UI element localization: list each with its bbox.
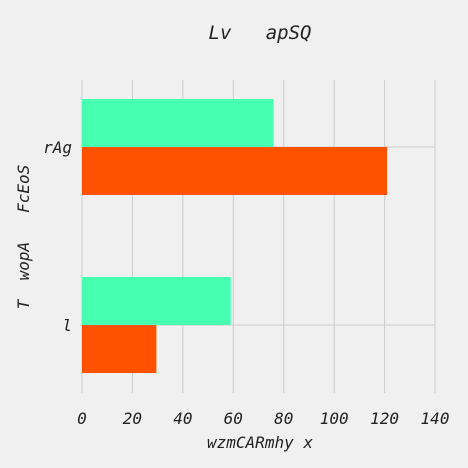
- tick-labels: 0 20 40 60 80 100 120 140 rAg l: [43, 138, 449, 428]
- y-axis-label: T wopA FcEoS: [14, 165, 33, 310]
- x-axis-label: wzmCARmhy x: [207, 433, 313, 452]
- x-tick-label: 100: [320, 409, 349, 428]
- bars: [82, 99, 388, 373]
- x-tick-label: 20: [123, 409, 142, 428]
- x-tick-label: 40: [173, 409, 192, 428]
- y-tick-label: l: [62, 316, 72, 335]
- y-tick-label: rAg: [43, 138, 72, 157]
- x-tick-label: 140: [421, 409, 450, 428]
- x-tick-label: 120: [370, 409, 399, 428]
- x-tick-label: 0: [77, 409, 87, 428]
- x-tick-label: 80: [274, 409, 293, 428]
- bar-series-2-0: [82, 147, 388, 195]
- bar-series-2-1: [82, 325, 157, 373]
- bar-series-1-0: [82, 99, 274, 147]
- x-tick-label: 60: [224, 409, 243, 428]
- chart-title: Lv apSQ: [209, 22, 312, 44]
- bar-series-1-1: [82, 277, 231, 325]
